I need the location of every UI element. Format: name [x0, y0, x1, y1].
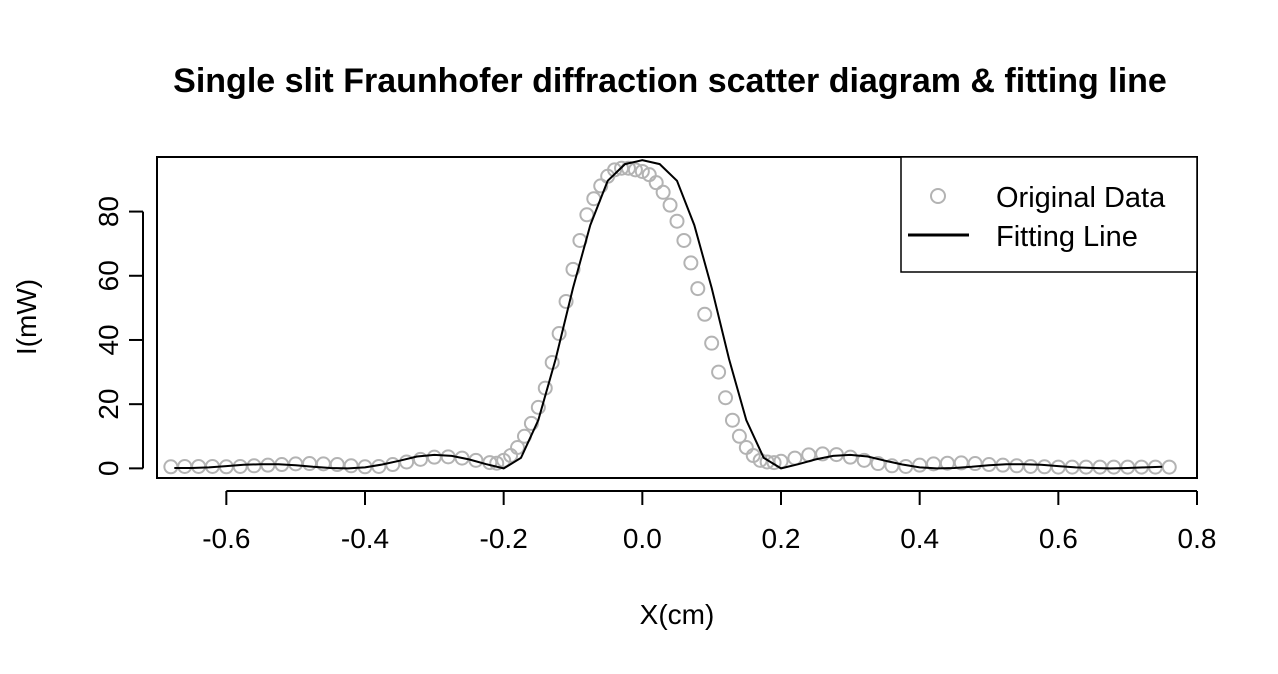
x-tick-label: 0.4 — [900, 523, 939, 554]
data-point — [912, 457, 928, 473]
data-point — [232, 458, 248, 474]
data-point — [579, 207, 595, 223]
y-axis: 0 20 40 60 80 — [93, 196, 144, 477]
data-point — [648, 175, 664, 191]
data-point — [704, 335, 720, 351]
fitting-line — [174, 159, 1163, 470]
data-point — [967, 456, 983, 472]
data-point — [1023, 458, 1039, 474]
data-point — [343, 458, 359, 474]
data-point — [676, 232, 692, 248]
x-tick-label: -0.4 — [341, 523, 389, 554]
data-point — [634, 163, 650, 179]
data-point — [690, 281, 706, 297]
data-point — [177, 458, 193, 474]
data-point — [302, 456, 318, 472]
data-point — [683, 255, 699, 271]
data-point — [385, 457, 401, 473]
data-point — [787, 450, 803, 466]
data-point — [454, 450, 470, 466]
data-point — [655, 184, 671, 200]
x-axis: -0.6 -0.4 -0.2 0.0 0.2 0.4 0.6 0.8 — [202, 490, 1217, 554]
data-point — [1106, 459, 1122, 475]
x-tick-label: -0.2 — [480, 523, 528, 554]
y-axis-label: I(mW) — [11, 279, 42, 355]
data-point — [558, 293, 574, 309]
data-point — [593, 178, 609, 194]
y-tick-label: 20 — [93, 389, 124, 420]
legend-marker-original-data — [930, 188, 946, 204]
data-point — [426, 449, 442, 465]
data-point — [1036, 459, 1052, 475]
data-point — [489, 455, 505, 471]
legend-label-original-data: Original Data — [996, 182, 1166, 214]
data-point — [1161, 459, 1177, 475]
data-point — [607, 162, 623, 178]
x-tick-label: -0.6 — [202, 523, 250, 554]
y-tick-label: 40 — [93, 324, 124, 355]
data-point — [565, 261, 581, 277]
data-point — [510, 440, 526, 456]
data-point — [163, 459, 179, 475]
data-point — [530, 399, 546, 415]
data-point — [399, 454, 415, 470]
data-point — [669, 213, 685, 229]
x-tick-label: 0.8 — [1178, 523, 1217, 554]
data-point — [711, 364, 727, 380]
y-tick-label: 60 — [93, 260, 124, 291]
data-point — [738, 440, 754, 456]
data-point — [718, 390, 734, 406]
data-point — [724, 412, 740, 428]
legend: Original Data Fitting Line — [900, 156, 1198, 273]
data-point — [697, 306, 713, 322]
x-tick-label: 0.6 — [1039, 523, 1078, 554]
y-tick-label: 0 — [93, 461, 124, 477]
data-point — [614, 160, 630, 176]
data-point — [870, 456, 886, 472]
data-point — [288, 456, 304, 472]
plot-frame — [156, 156, 1198, 479]
data-point — [551, 326, 567, 342]
y-tick-label: 80 — [93, 196, 124, 227]
data-point — [842, 449, 858, 465]
legend-label-fitting-line: Fitting Line — [996, 221, 1138, 253]
data-point — [662, 197, 678, 213]
data-point — [246, 458, 262, 474]
x-tick-label: 0.2 — [762, 523, 801, 554]
x-tick-label: 0.0 — [623, 523, 662, 554]
data-point — [627, 162, 643, 178]
data-point — [766, 455, 782, 471]
data-point — [412, 451, 428, 467]
data-point — [731, 428, 747, 444]
data-point — [1009, 458, 1025, 474]
chart-title: Single slit Fraunhofer diffraction scatt… — [173, 62, 1167, 100]
legend-box — [900, 156, 1198, 273]
data-point — [856, 452, 872, 468]
x-axis-label: X(cm) — [640, 599, 715, 630]
data-point — [191, 458, 207, 474]
